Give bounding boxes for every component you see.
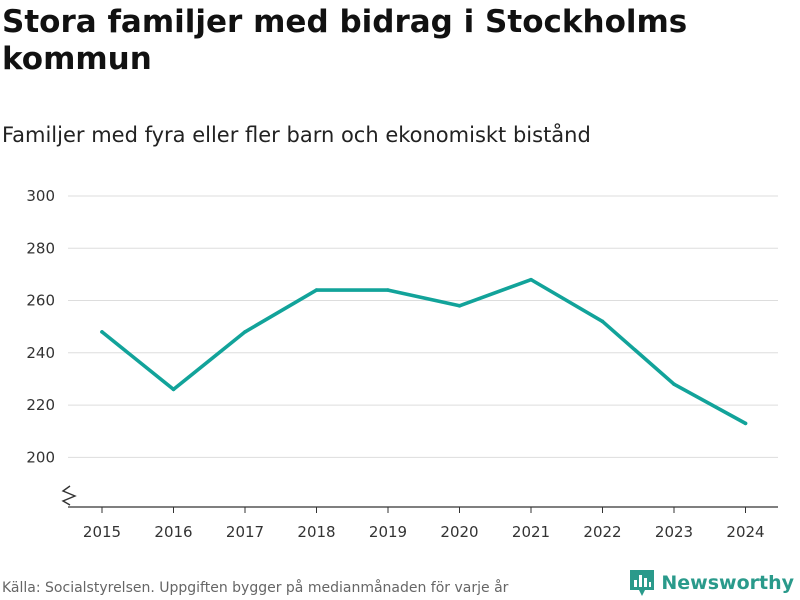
newsworthy-logo-icon xyxy=(630,570,655,596)
chart-title: Stora familjer med bidrag i Stockholms k… xyxy=(2,4,688,77)
x-tick-label-2019: 2019 xyxy=(369,523,407,541)
y-tick-label-300: 300 xyxy=(26,187,55,205)
x-tick-label-2016: 2016 xyxy=(154,523,192,541)
series-layer xyxy=(100,277,748,426)
x-tick-label-2021: 2021 xyxy=(512,523,550,541)
y-tick-label-200: 200 xyxy=(26,448,55,466)
grid-layer xyxy=(68,195,778,458)
brand-name: Newsworthy xyxy=(661,572,794,594)
y-tick-labels: 200 220 240 260 280 300 xyxy=(26,187,55,466)
axis-break-icon xyxy=(61,485,77,506)
y-tick-label-240: 240 xyxy=(26,344,55,362)
x-tick-label-2022: 2022 xyxy=(583,523,621,541)
x-tick-label-2017: 2017 xyxy=(226,523,264,541)
y-tick-label-280: 280 xyxy=(26,239,55,257)
x-tick-label-2020: 2020 xyxy=(440,523,478,541)
data-point-2019 xyxy=(386,288,390,292)
data-point-2022 xyxy=(600,319,605,324)
source-note: Källa: Socialstyrelsen. Uppgiften bygger… xyxy=(2,580,509,596)
x-tick-label-2015: 2015 xyxy=(83,523,121,541)
data-point-2018 xyxy=(314,288,319,292)
data-point-2015 xyxy=(100,330,104,334)
chart-subtitle: Familjer med fyra eller fler barn och ek… xyxy=(2,123,591,147)
data-point-2021 xyxy=(529,277,533,282)
axis-layer xyxy=(61,485,778,513)
data-point-2016 xyxy=(171,387,176,392)
x-tick-label-2023: 2023 xyxy=(655,523,693,541)
series-line-0 xyxy=(100,277,748,426)
data-point-2023 xyxy=(672,382,676,386)
x-tick-label-2024: 2024 xyxy=(726,523,764,541)
data-point-2017 xyxy=(243,330,247,334)
data-point-2020 xyxy=(457,303,462,308)
brand: Newsworthy xyxy=(629,569,794,597)
x-tick-label-2018: 2018 xyxy=(297,523,335,541)
line-chart: 2015 2016 2017 2018 2019 2020 2021 2022 2023 2024… xyxy=(26,187,778,541)
x-tick-labels: 2015 2016 2017 2018 2019 2020 2021 2022 2023 2024 xyxy=(83,523,765,541)
y-tick-label-220: 220 xyxy=(26,396,55,414)
data-point-2024 xyxy=(743,421,748,426)
y-tick-label-260: 260 xyxy=(26,292,55,310)
